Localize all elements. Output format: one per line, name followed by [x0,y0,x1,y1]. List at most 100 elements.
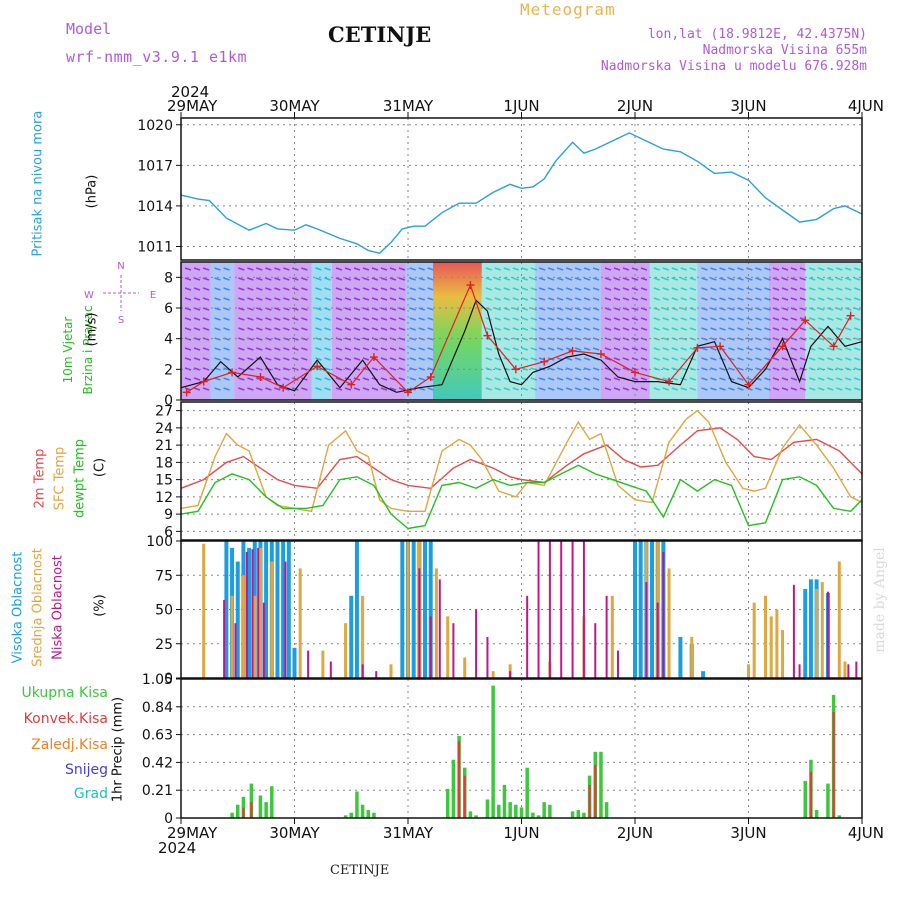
wind-arrow [283,267,290,271]
wind-arrow [538,317,546,321]
wind-arrow [755,287,762,291]
clouds-bar [752,602,756,678]
x-tick-label-bottom: 3JUN [730,824,766,842]
wind-arrow [592,347,600,351]
wind-arrow [202,357,210,361]
wind-arrow [380,317,388,321]
year-label-top: 2024 [171,83,209,101]
wind-arrow [292,287,299,291]
clouds-bar [235,561,240,678]
wind-arrow [737,297,744,301]
wind-arrow [274,377,281,381]
wind-arrow [835,267,843,271]
wind-arrow [853,297,861,301]
wind-arrow [710,387,717,391]
wind-arrow [418,327,425,331]
wind-arrow [680,347,688,351]
precip-bar [457,741,461,818]
footer-station: CETINJE [330,863,390,878]
wind-arrow [728,377,735,381]
wind-arrow-band [768,262,806,400]
wind-arrow [353,307,361,311]
precip-bar [249,783,254,818]
wind-arrow [746,277,753,281]
precip-bar [525,767,529,818]
wind-arrow [583,347,591,351]
wind-arrow [781,277,789,281]
wind-arrow [613,297,621,301]
wind-arrow [689,387,697,391]
precip-bar [826,783,830,818]
wind-arrow [772,307,780,311]
y-tick-label: 6 [164,524,173,540]
clouds-bar [389,664,393,678]
wind-arrow [781,317,789,321]
wind-arrow [592,277,600,281]
wind-arrow [565,337,573,341]
clouds-bar [775,609,779,678]
wind-arrow [764,337,771,341]
wind-arrow [583,357,591,361]
y-tick-label: 8 [164,270,173,286]
wind-arrow [640,387,648,391]
wind-arrow [808,387,816,391]
wind-arrow [728,277,735,281]
wind-arrow [512,297,520,301]
wind-arrow [592,267,600,271]
wind-arrow [256,317,263,321]
wind-arrow [701,277,708,281]
page-title: CETINJE [328,22,432,47]
wind-arrow [844,297,852,301]
wind-arrow [485,297,493,301]
wind-arrow [301,377,308,381]
y-tick-label: 1020 [137,118,173,134]
wind-arrow [613,387,621,391]
wind-arrow [817,307,825,311]
clouds-bar [650,541,655,678]
wind-arrow [640,267,648,271]
wind-arrow [335,297,343,301]
wind-arrow [223,377,230,381]
wind-arrow [622,317,630,321]
wind-arrow [265,317,272,321]
wind-arrow [781,387,789,391]
wind-arrow [223,387,230,391]
wind-arrow [826,347,834,351]
wind-arrow [223,267,230,271]
wind-arrow [604,307,612,311]
wind-arrow [371,327,379,331]
wind-arrow [556,307,564,311]
altitude-text: Nadmorska Visina 655m [702,43,867,58]
clouds-bar [826,591,829,678]
wind-arrow [353,297,361,301]
wind-arrow [292,347,299,351]
wind-arrow [764,267,771,271]
wind-arrow [530,277,538,281]
clouds-bar [582,541,585,678]
wind-arrow [315,307,322,311]
y-tick-label: 50 [155,603,173,619]
wind-arrow [583,297,591,301]
wind-arrow [680,327,688,331]
model-label: Model [66,20,112,38]
wind-arrow [409,377,416,381]
clouds-bar [241,575,245,678]
wind-arrow [485,277,493,281]
wind-arrow [503,347,511,351]
wind-arrow [671,267,679,271]
wind-arrow [710,307,717,311]
wind-arrow [671,317,679,321]
wind-arrow [662,347,670,351]
clouds-bar [230,595,234,678]
y-tick-label: 0 [164,393,173,409]
wind-arrow [315,287,322,291]
wind-arrow [640,357,648,361]
wind-arrow-band [697,262,769,400]
wind-arrow [583,377,591,381]
wind-arrow [223,287,230,291]
wind-arrow [556,287,564,291]
wind-arrow [710,297,717,301]
wind-arrow [671,307,679,311]
wind-arrow [799,277,807,281]
clouds-bar [560,541,563,678]
